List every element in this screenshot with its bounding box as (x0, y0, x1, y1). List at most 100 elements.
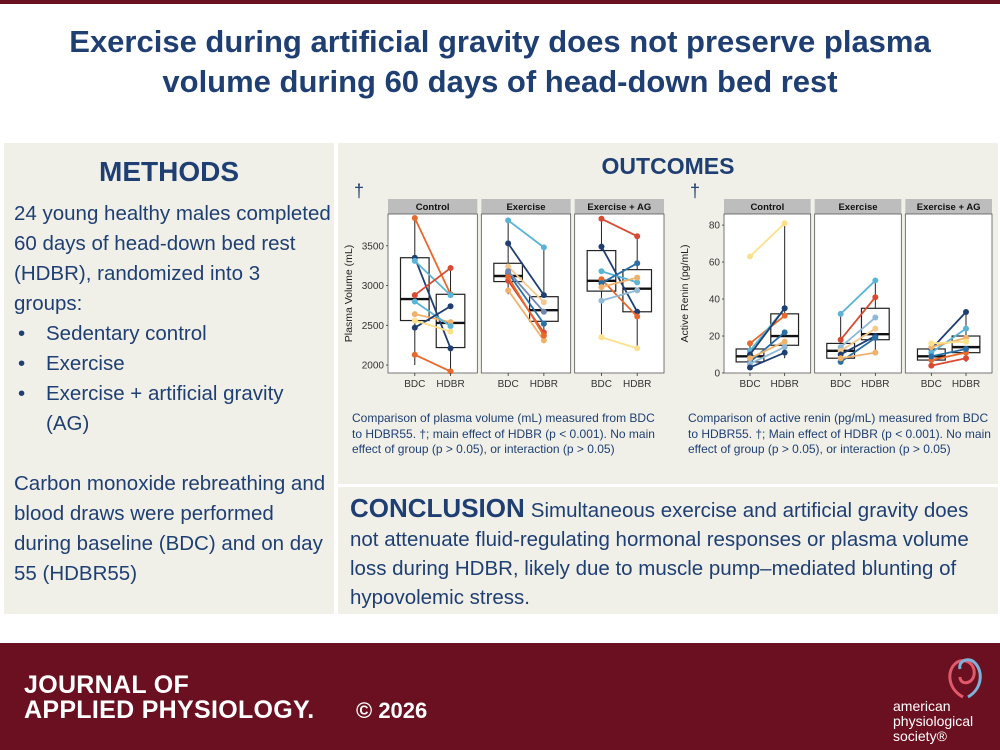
conclusion-panel: CONCLUSION Simultaneous exercise and arti… (338, 487, 998, 614)
plot-panel (814, 213, 902, 374)
y-tick-label: 3000 (362, 281, 385, 292)
subject-line (414, 305, 451, 329)
facet-label: Exercise + AG (917, 202, 981, 213)
subject-line (749, 346, 786, 365)
x-tick-label: BDC (921, 379, 942, 390)
subject-point (540, 320, 547, 327)
y-tick-label: 2000 (362, 361, 385, 372)
subject-line (601, 289, 638, 302)
subject-point (872, 294, 879, 301)
subject-line (414, 260, 452, 296)
subject-line (840, 279, 876, 315)
facet-header (481, 199, 571, 214)
methods-text: 24 young healthy males completed 60 days… (14, 199, 332, 589)
subject-point (634, 274, 641, 281)
facet-label: Exercise (838, 202, 877, 213)
outcomes-heading: OUTCOMES (601, 153, 735, 179)
subject-point (634, 308, 641, 315)
x-tick-label: BDC (830, 379, 851, 390)
subject-point (540, 244, 547, 251)
facet-label: Control (416, 202, 450, 213)
subject-line (749, 331, 786, 363)
subject-point (634, 345, 641, 352)
facet-header (724, 199, 811, 214)
subject-point (505, 263, 512, 270)
subject-point (634, 233, 641, 240)
subject-point (411, 214, 418, 221)
subject-line (414, 267, 452, 296)
subject-line (507, 272, 545, 325)
subject-line (413, 217, 452, 295)
y-tick-label: 20 (709, 332, 721, 343)
subject-point (447, 303, 454, 310)
x-tick-label: HDBR (952, 379, 980, 390)
subject-point (963, 308, 969, 315)
subject-point (963, 325, 969, 332)
subject-point (447, 292, 454, 299)
subject-point (928, 353, 935, 360)
y-tick-label: 60 (709, 258, 721, 269)
subject-point (634, 313, 641, 320)
group-list: Sedentary control Exercise Exercise + ar… (14, 319, 332, 439)
society-line-3: society® (893, 728, 947, 744)
subject-line (749, 307, 786, 356)
methods-procedure: Carbon monoxide rebreathing and blood dr… (14, 472, 326, 585)
subject-point (505, 268, 512, 275)
subject-point (634, 287, 641, 294)
subject-line (507, 265, 545, 303)
copyright: © 2026 (356, 698, 428, 723)
subject-line (507, 219, 545, 249)
subject-point (837, 355, 844, 362)
subject-point (598, 243, 605, 250)
subject-line (507, 270, 545, 313)
subject-point (872, 325, 879, 332)
subject-line (601, 276, 638, 289)
subject-line (931, 340, 967, 345)
group-item: Exercise (14, 349, 332, 379)
journal-logo: JOURNAL OF APPLIED PHYSIOLOGY. (24, 673, 314, 723)
y-tick-label: 2500 (362, 321, 385, 332)
subject-point (540, 299, 547, 306)
subject-point (747, 340, 753, 347)
subject-point (598, 215, 605, 222)
subject-point (963, 338, 969, 345)
facet-header (814, 199, 902, 214)
subject-point (447, 265, 454, 272)
society-line-1: american (893, 698, 951, 714)
society-line-2: physiological (893, 713, 974, 729)
subject-line (507, 289, 545, 341)
x-tick-label: HDBR (530, 379, 558, 390)
subject-point (540, 308, 547, 315)
subject-point (598, 297, 605, 304)
subject-line (414, 300, 452, 327)
subject-line (601, 270, 638, 284)
dagger-mark: † (690, 181, 700, 201)
methods-panel: METHODS 24 young healthy males completed… (4, 143, 334, 614)
subject-point (747, 355, 753, 362)
subject-line (414, 319, 451, 333)
subject-point (872, 314, 879, 321)
subject-point (837, 336, 844, 343)
group-item: Exercise + artificial gravity (AG) (14, 379, 332, 439)
y-tick-label: 40 (709, 295, 721, 306)
subject-line (931, 357, 967, 367)
subject-point (781, 338, 788, 345)
subject-line (414, 313, 451, 323)
subject-point (634, 279, 641, 286)
facet-label: Exercise (506, 202, 545, 213)
subject-point (747, 364, 753, 371)
subject-line (507, 242, 545, 296)
subject-line (840, 335, 876, 356)
subject-point (411, 311, 418, 318)
subject-point (781, 305, 788, 312)
subject-line (840, 316, 876, 348)
subject-line (601, 262, 638, 284)
subject-point (781, 312, 788, 319)
x-tick-label: HDBR (436, 379, 464, 390)
subject-point (505, 273, 512, 280)
active-renin-chart: † Active Renin (pg/mL) 0 20 40 60 80 Control BDC… (679, 181, 993, 390)
journal-line-1: JOURNAL OF (24, 671, 190, 699)
subject-point (505, 240, 512, 247)
x-tick-label: HDBR (623, 379, 651, 390)
subject-point (540, 292, 547, 299)
